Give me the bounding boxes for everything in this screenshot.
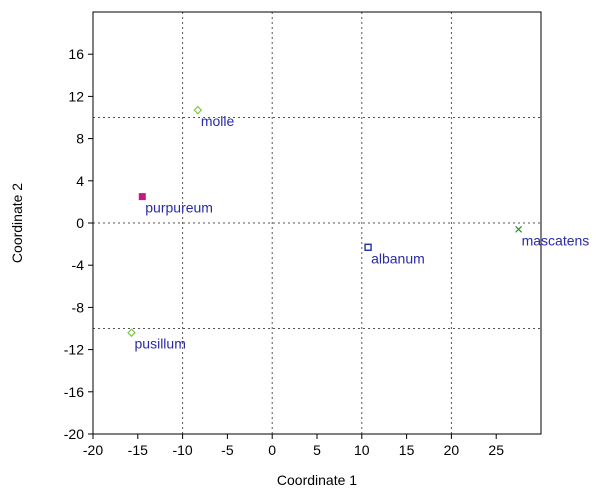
x-tick-label: 25 [488,442,504,458]
x-tick-label: 10 [354,442,370,458]
y-axis-label: Coordinate 2 [9,183,25,263]
point-marker [127,328,136,338]
y-tick-label: 4 [76,173,84,189]
point-marker [515,225,523,233]
x-tick-label: 20 [444,442,460,458]
point-marker [138,193,146,201]
y-axis-ticks: -20 -16 -12 -8 -4 0 4 8 12 16 [64,46,93,442]
x-tick-label: 15 [399,442,415,458]
y-tick-label: -12 [64,342,84,358]
data-point-molle: molle [193,105,235,129]
data-point-albanum: albanum [364,243,425,266]
point-label: albanum [371,250,425,266]
x-axis-ticks: -20 -15 -10 -5 0 5 10 15 20 25 [83,434,504,458]
y-tick-label: -20 [64,426,84,442]
point-marker [193,105,203,115]
point-label: molle [201,113,235,129]
x-tick-label: -20 [83,442,103,458]
y-tick-label: 12 [68,88,84,104]
data-points: molle purpureum albanum mascatens pusillum [127,105,590,352]
data-point-pusillum: pusillum [127,328,186,352]
y-tick-label: 8 [76,131,84,147]
point-label: purpureum [145,200,213,216]
point-marker [364,243,372,251]
x-tick-label: 5 [313,442,321,458]
data-point-mascatens: mascatens [515,225,590,248]
x-axis-label: Coordinate 1 [277,472,357,488]
point-label: mascatens [522,232,590,248]
data-point-purpureum: purpureum [138,193,213,216]
y-tick-label: -16 [64,384,84,400]
y-tick-label: -8 [72,299,85,315]
y-tick-label: 16 [68,46,84,62]
y-tick-label: -4 [72,257,85,273]
x-tick-label: -10 [172,442,192,458]
x-tick-label: -15 [128,442,148,458]
y-tick-label: 0 [76,215,84,231]
point-label: pusillum [135,336,186,352]
x-tick-label: -5 [221,442,234,458]
grid-lines [93,12,541,434]
x-tick-label: 0 [268,442,276,458]
